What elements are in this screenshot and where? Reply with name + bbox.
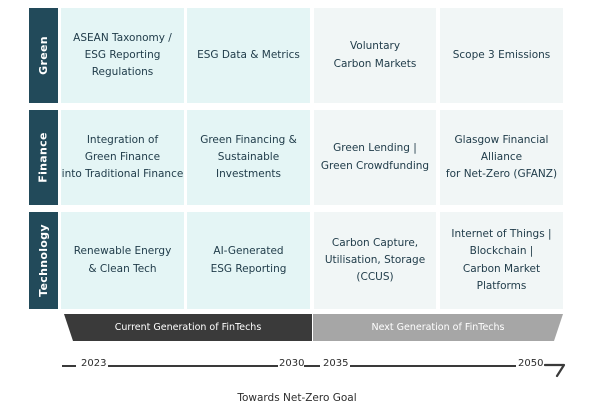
cell-finance-4-text: Glasgow Financial Alliance for Net-Zero … — [445, 133, 558, 181]
timeline-year-2035: 2035 — [323, 358, 349, 369]
timeline-year-2030: 2030 — [279, 358, 305, 369]
cell-green-4-text: Scope 3 Emissions — [452, 48, 551, 61]
timeline-arrow-icon — [544, 363, 566, 378]
net-zero-goal-label: Towards Net-Zero Goal — [237, 392, 357, 404]
next-generation-band: Next Generation of FinTechs — [313, 314, 563, 341]
cell-green-3-text: Voluntary Carbon Markets — [333, 40, 417, 70]
row-label-technology-text: Technology — [37, 224, 50, 297]
cell-technology-1: Renewable Energy & Clean Tech — [61, 212, 184, 309]
timeline-year-2050: 2050 — [518, 358, 544, 369]
cell-finance-1-text: Integration of Green Finance into Tradit… — [61, 133, 184, 181]
cell-technology-3: Carbon Capture, Utilisation, Storage (CC… — [314, 212, 436, 309]
cell-green-1-text: ASEAN Taxonomy / ESG Reporting Regulatio… — [73, 31, 172, 79]
row-label-finance: Finance — [29, 110, 58, 205]
row-label-green: Green — [29, 8, 58, 103]
cell-technology-2-text: AI-Generated ESG Reporting — [210, 245, 287, 275]
cell-finance-4: Glasgow Financial Alliance for Net-Zero … — [440, 110, 563, 205]
row-label-finance-text: Finance — [37, 132, 51, 183]
cell-technology-4-text: Internet of Things | Blockchain | Carbon… — [451, 227, 552, 292]
timeline-line-2023-2030 — [108, 365, 278, 367]
timeline-year-2023: 2023 — [81, 358, 107, 369]
cell-finance-2: Green Financing & Sustainable Investment… — [187, 110, 310, 205]
row-label-green-text: Green — [37, 36, 50, 75]
next-generation-label: Next Generation of FinTechs — [371, 322, 505, 333]
timeline-line-start — [62, 365, 76, 367]
cell-green-1: ASEAN Taxonomy / ESG Reporting Regulatio… — [61, 8, 184, 103]
current-generation-label: Current Generation of FinTechs — [114, 322, 262, 333]
cell-green-4: Scope 3 Emissions — [440, 8, 563, 103]
cell-technology-1-text: Renewable Energy & Clean Tech — [73, 245, 172, 275]
timeline-line-2035-2050 — [350, 365, 516, 367]
cell-green-2: ESG Data & Metrics — [187, 8, 310, 103]
cell-technology-2: AI-Generated ESG Reporting — [187, 212, 310, 309]
cell-finance-1: Integration of Green Finance into Tradit… — [61, 110, 184, 205]
cell-green-3: Voluntary Carbon Markets — [314, 8, 436, 103]
cell-finance-3: Green Lending | Green Crowdfunding — [314, 110, 436, 205]
current-generation-band: Current Generation of FinTechs — [64, 314, 312, 341]
cell-green-2-text: ESG Data & Metrics — [197, 48, 300, 61]
timeline-line-2030-2035 — [304, 365, 320, 367]
cell-finance-3-text: Green Lending | Green Crowdfunding — [320, 142, 430, 172]
row-label-technology: Technology — [29, 212, 58, 309]
cell-technology-3-text: Carbon Capture, Utilisation, Storage (CC… — [324, 236, 426, 284]
cell-finance-2-text: Green Financing & Sustainable Investment… — [200, 133, 297, 181]
cell-technology-4: Internet of Things | Blockchain | Carbon… — [440, 212, 563, 309]
